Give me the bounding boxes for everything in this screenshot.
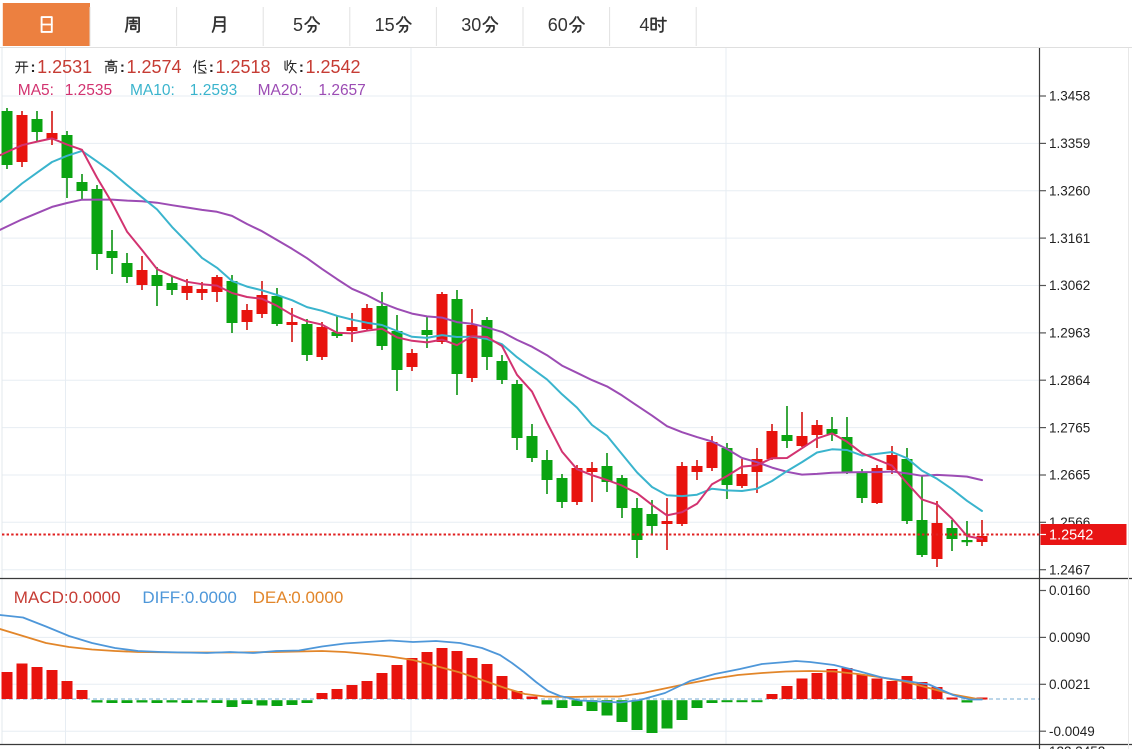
svg-text:1.2665: 1.2665	[1049, 468, 1090, 483]
svg-text:DIFF:: DIFF:	[142, 588, 185, 607]
svg-text:1.3062: 1.3062	[1049, 278, 1090, 293]
svg-text:0.0021: 0.0021	[1049, 677, 1090, 692]
svg-text:1.3161: 1.3161	[1049, 231, 1090, 246]
svg-text:1.3260: 1.3260	[1049, 183, 1090, 198]
svg-text:1.3359: 1.3359	[1049, 136, 1090, 151]
svg-text:30: 30	[461, 15, 481, 35]
svg-text:0.0000: 0.0000	[291, 588, 343, 607]
svg-text:0.0160: 0.0160	[1049, 583, 1090, 598]
svg-text:4: 4	[639, 15, 649, 35]
svg-text:1.2467: 1.2467	[1049, 562, 1090, 577]
svg-text:1.2963: 1.2963	[1049, 326, 1090, 341]
svg-text::: :	[299, 59, 304, 76]
svg-text:DEA:: DEA:	[253, 588, 293, 607]
svg-text:1.2542: 1.2542	[1049, 528, 1093, 544]
svg-text:5: 5	[293, 15, 303, 35]
svg-text:122.3452: 122.3452	[1049, 744, 1105, 749]
svg-text:MA20:: MA20:	[258, 82, 303, 99]
svg-text:1.2593: 1.2593	[190, 82, 237, 99]
svg-text:1.2518: 1.2518	[216, 57, 271, 77]
svg-text:MA5:: MA5:	[18, 82, 54, 99]
svg-text::: :	[31, 59, 36, 76]
svg-text:MACD:: MACD:	[14, 588, 69, 607]
svg-text:1.3458: 1.3458	[1049, 89, 1090, 104]
svg-text:1.2765: 1.2765	[1049, 420, 1090, 435]
svg-text:MA10:: MA10:	[130, 82, 175, 99]
svg-text:1.2657: 1.2657	[318, 82, 365, 99]
svg-text::: :	[209, 59, 214, 76]
svg-text:1.2542: 1.2542	[306, 57, 361, 77]
svg-text:0.0000: 0.0000	[185, 588, 237, 607]
svg-text:0.0000: 0.0000	[69, 588, 121, 607]
svg-text:1.2864: 1.2864	[1049, 373, 1091, 388]
svg-text::: :	[120, 59, 125, 76]
svg-text:15: 15	[375, 15, 395, 35]
svg-text:1.2574: 1.2574	[127, 57, 182, 77]
svg-text:1.2531: 1.2531	[37, 57, 92, 77]
svg-text:1.2535: 1.2535	[65, 82, 112, 99]
svg-text:-0.0049: -0.0049	[1049, 724, 1095, 739]
svg-text:0.0090: 0.0090	[1049, 630, 1090, 645]
svg-text:60: 60	[548, 15, 568, 35]
